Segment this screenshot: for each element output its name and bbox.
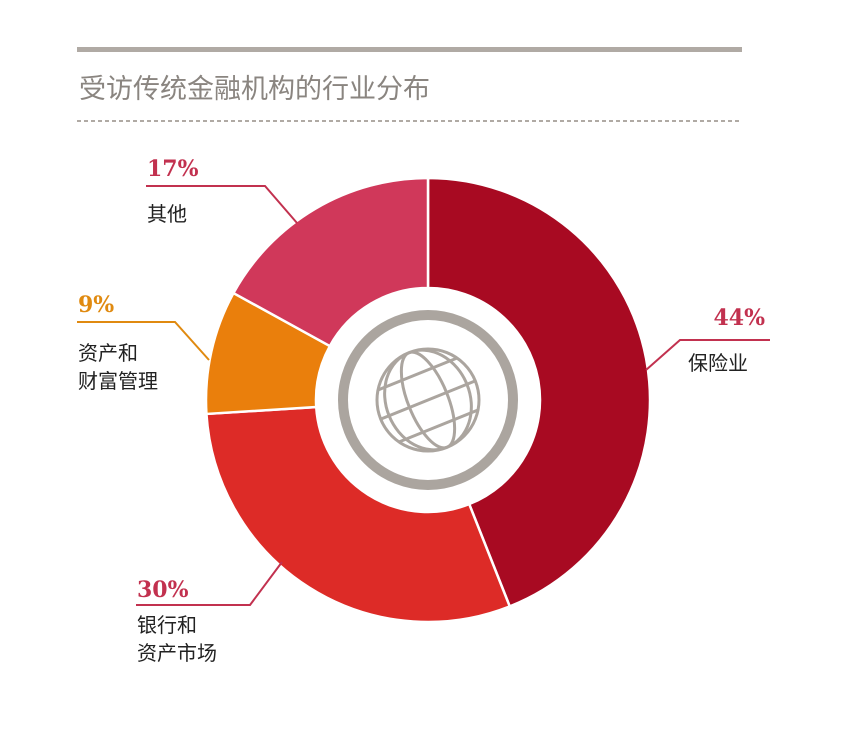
leaders-layer — [77, 185, 770, 606]
slice-category-label: 保险业 — [688, 351, 748, 375]
slice-value-label: 44% — [713, 305, 765, 331]
chart-title: 受访传统金融机构的行业分布 — [79, 74, 430, 105]
slice-value-label: 9% — [78, 292, 114, 318]
leader-line-2 — [136, 561, 283, 606]
donut-slice-2 — [205, 405, 512, 624]
globe-icon — [338, 310, 518, 490]
slice-category-label: 其他 — [147, 202, 187, 226]
leader-line-4 — [146, 185, 298, 224]
leader-line-1 — [645, 339, 770, 371]
slice-value-label: 17% — [147, 156, 199, 182]
donut-slice-1 — [426, 176, 652, 609]
donut-slice-4 — [231, 176, 430, 348]
slices-layer — [204, 176, 652, 624]
slice-value-label: 30% — [137, 577, 189, 603]
leader-line-3 — [77, 321, 210, 361]
slice-category-label: 银行和 — [137, 613, 197, 637]
slice-category-label: 资产和 — [78, 341, 138, 365]
slice-category-label: 财富管理 — [78, 369, 158, 393]
slice-category-label: 资产市场 — [137, 641, 217, 665]
header-rule — [77, 47, 742, 52]
